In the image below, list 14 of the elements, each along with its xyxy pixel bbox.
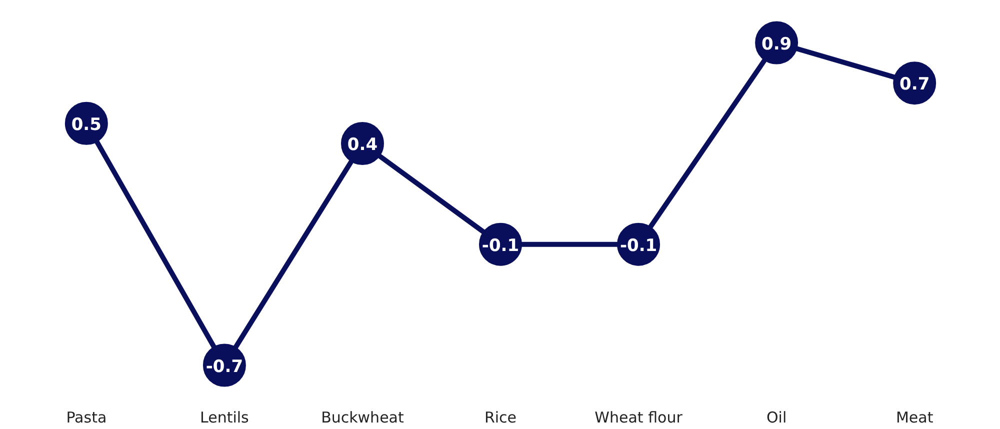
data-label: -0.7 (206, 356, 244, 377)
data-label: 0.9 (762, 34, 792, 54)
x-tick-label: Pasta (66, 408, 107, 426)
data-label: -0.1 (620, 236, 658, 256)
x-tick-label: Meat (896, 408, 934, 426)
data-label: -0.1 (482, 236, 520, 256)
data-label: 0.4 (347, 135, 378, 156)
data-label: 0.7 (900, 74, 930, 95)
x-tick-label: Rice (484, 408, 517, 426)
x-tick-label: Buckwheat (321, 408, 404, 426)
data-label: 0.5 (71, 114, 102, 135)
x-tick-label: Lentils (200, 408, 250, 426)
x-tick-label: Wheat flour (594, 408, 684, 426)
x-tick-label: Oil (766, 408, 787, 426)
